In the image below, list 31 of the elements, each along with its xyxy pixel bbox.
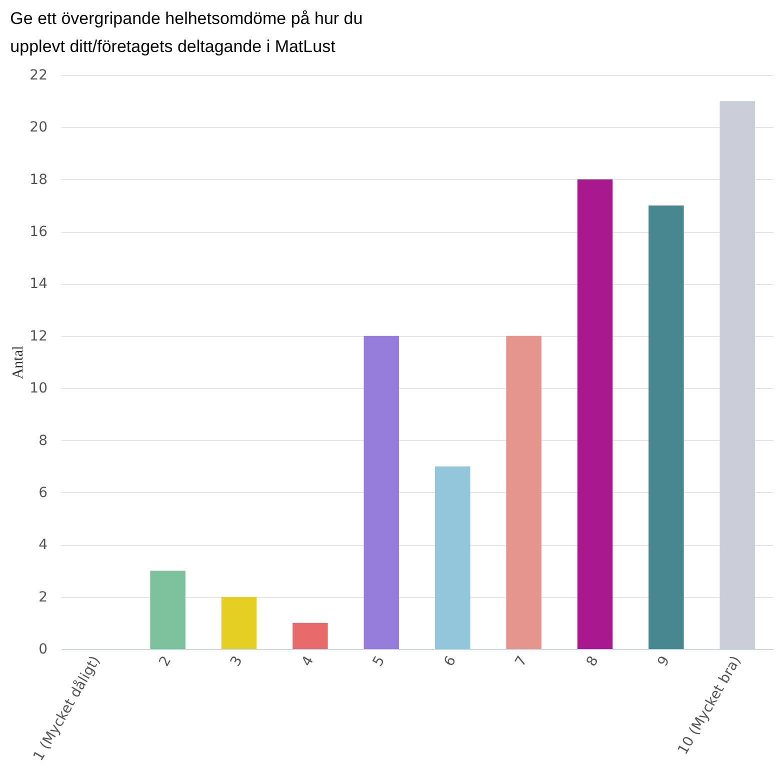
y-tick-label: 4 xyxy=(38,537,48,554)
bar xyxy=(577,179,613,649)
bar xyxy=(364,336,400,649)
bar xyxy=(150,570,186,649)
y-tick-label: 2 xyxy=(38,589,48,606)
y-tick-label: 20 xyxy=(30,120,48,136)
x-tick-label: 7 xyxy=(512,654,531,670)
x-tick-label: 5 xyxy=(370,654,388,670)
y-tick-label: 18 xyxy=(30,172,48,188)
x-tick-label: 9 xyxy=(654,654,674,670)
bar xyxy=(720,101,756,649)
bar xyxy=(648,205,684,649)
x-tick-label: 4 xyxy=(298,653,318,670)
y-axis-title: Antal xyxy=(10,346,27,380)
bar xyxy=(506,336,542,649)
y-tick-label: 10 xyxy=(30,380,48,397)
x-tick-label: 2 xyxy=(156,654,175,670)
y-tick-label: 16 xyxy=(30,224,48,240)
y-tick-label: 12 xyxy=(30,328,48,344)
bar xyxy=(221,596,257,649)
y-tick-label: 6 xyxy=(38,484,48,501)
y-tick-label: 14 xyxy=(30,276,48,292)
x-tick-label: 8 xyxy=(584,654,602,670)
chart-title: Ge ett övergripande helhetsomdöme på hur du upplevt ditt/företagets deltagande i MatLust xyxy=(10,9,363,56)
y-tick-label: 22 xyxy=(30,68,48,84)
y-tick-label: 0 xyxy=(38,642,48,658)
x-tick-label: 6 xyxy=(441,653,460,670)
x-tick-label: 3 xyxy=(228,654,246,670)
bar xyxy=(292,622,328,649)
bar xyxy=(434,466,470,649)
y-tick-label: 8 xyxy=(38,432,48,449)
